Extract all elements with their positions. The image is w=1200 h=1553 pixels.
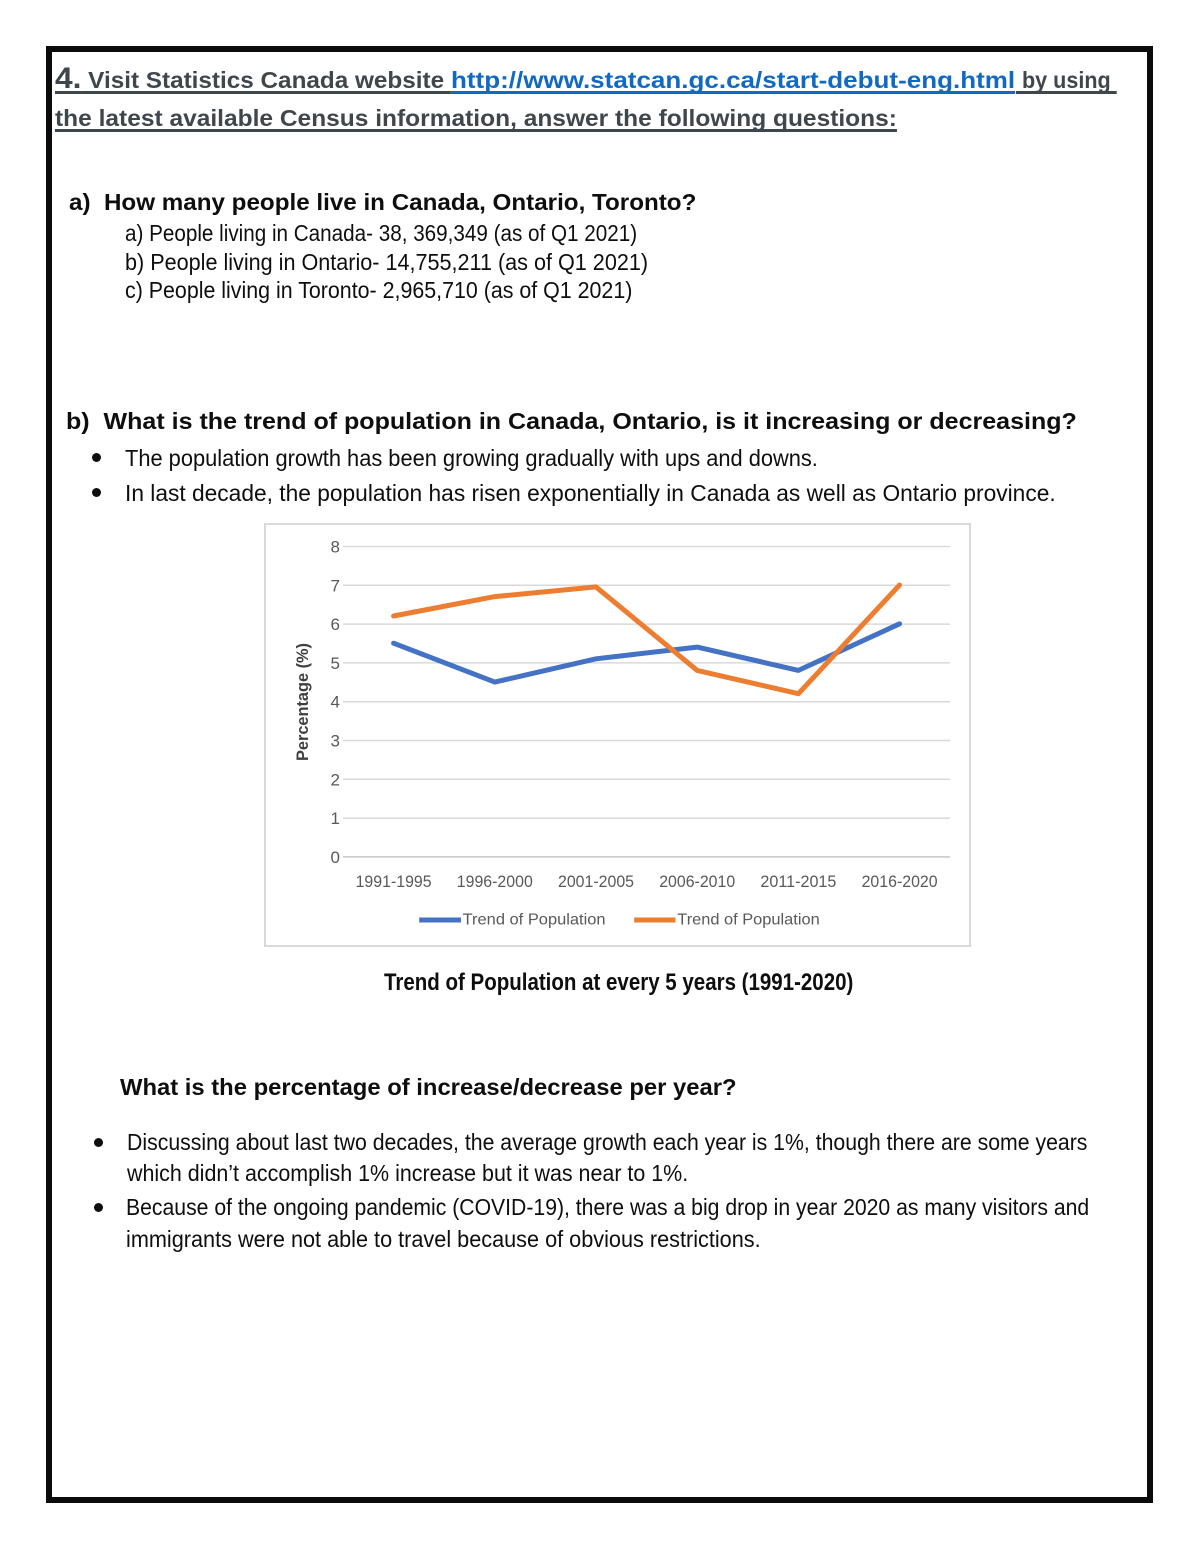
svg-text:2: 2 — [331, 770, 340, 789]
svg-text:1996-2000: 1996-2000 — [457, 872, 533, 891]
svg-text:3: 3 — [331, 732, 340, 751]
svg-text:2006-2010: 2006-2010 — [659, 872, 735, 891]
svg-text:2001-2005: 2001-2005 — [558, 872, 634, 891]
svg-text:Trend of Population: Trend of Population — [463, 912, 606, 929]
svg-text:1: 1 — [331, 809, 340, 828]
svg-text:2011-2015: 2011-2015 — [760, 872, 836, 891]
svg-text:7: 7 — [331, 576, 340, 595]
svg-text:Trend of Population: Trend of Population — [677, 912, 819, 929]
svg-text:1991-1995: 1991-1995 — [356, 872, 432, 891]
svg-text:6: 6 — [331, 615, 340, 634]
svg-text:2016-2020: 2016-2020 — [862, 872, 938, 891]
svg-text:5: 5 — [331, 654, 340, 673]
svg-text:0: 0 — [331, 848, 340, 867]
svg-text:4: 4 — [331, 693, 340, 712]
svg-text:8: 8 — [331, 538, 340, 557]
svg-text:Percentage (%): Percentage (%) — [293, 643, 312, 761]
